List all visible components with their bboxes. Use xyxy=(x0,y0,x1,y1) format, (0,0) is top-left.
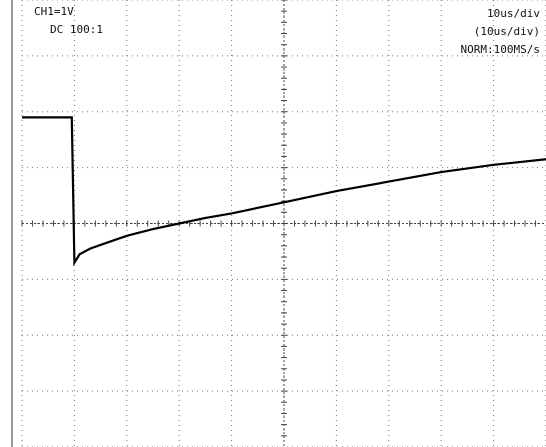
trace xyxy=(22,116,546,267)
timebase-sub-label: (10us/div) xyxy=(474,25,540,38)
channel-label: CH1=1V xyxy=(34,5,74,18)
timebase-label: 10us/div xyxy=(487,7,540,20)
coupling-label: DC 100:1 xyxy=(50,23,103,36)
sample-rate-label: NORM:100MS/s xyxy=(461,43,540,56)
